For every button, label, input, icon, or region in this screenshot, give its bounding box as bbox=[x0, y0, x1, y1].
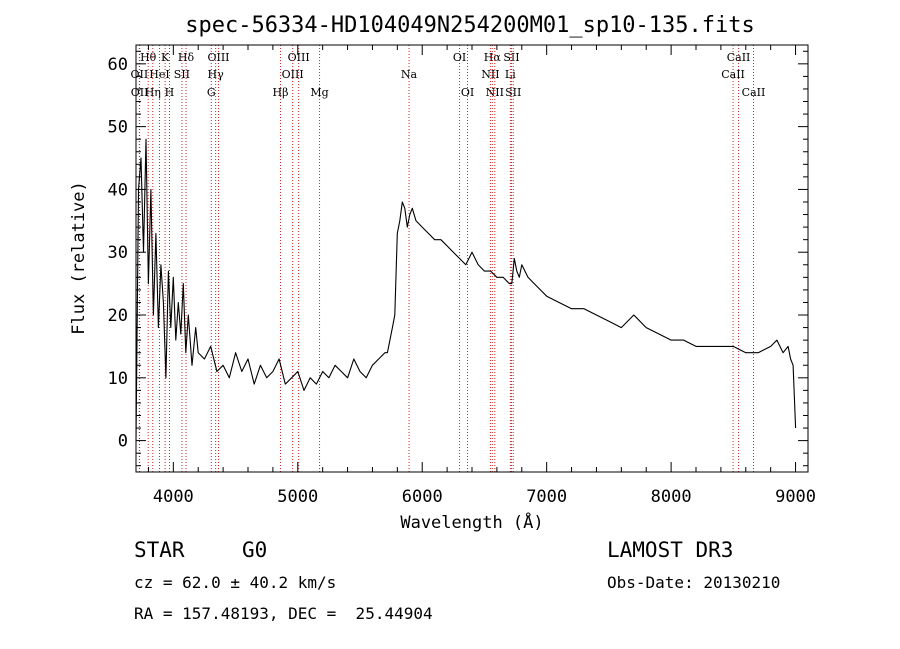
spectral-line-label: SII bbox=[503, 51, 519, 64]
spectral-line-label: OII bbox=[131, 86, 149, 99]
spectral-line-label: Na bbox=[401, 68, 418, 81]
spectral-line-label: Hθ bbox=[140, 51, 157, 64]
spectral-line-label: H bbox=[165, 86, 175, 99]
observation-date: Obs-Date: 20130210 bbox=[607, 573, 781, 592]
spectral-line-label: Hδ bbox=[178, 51, 195, 64]
y-tick-label: 60 bbox=[108, 55, 128, 75]
y-tick-label: 50 bbox=[108, 118, 128, 138]
spectrum-line-0 bbox=[135, 138, 797, 441]
spectral-line-label: G bbox=[207, 86, 216, 99]
spectral-line-label: SII bbox=[505, 86, 521, 99]
y-tick-label: 0 bbox=[118, 432, 128, 452]
spectral-line-label: OIII bbox=[207, 51, 229, 64]
spectral-line-label: OII bbox=[131, 68, 149, 81]
y-tick-label: 40 bbox=[108, 180, 128, 200]
spectral-line-label: OIII bbox=[282, 68, 304, 81]
spectral-line-label: K bbox=[161, 51, 170, 64]
y-axis-label: Flux (relative) bbox=[69, 181, 89, 335]
x-axis-label: Wavelength (Å) bbox=[400, 511, 543, 533]
spectral-line-label: SII bbox=[174, 68, 190, 81]
spectral-line-label: Hη bbox=[145, 86, 161, 99]
object-class: STAR bbox=[134, 538, 185, 562]
spectral-line-label: NII bbox=[481, 68, 499, 81]
spectral-line-label: Hα bbox=[484, 51, 502, 64]
spectral-line-label: Hγ bbox=[208, 68, 225, 81]
y-tick-label: 10 bbox=[108, 369, 128, 389]
object-subclass: G0 bbox=[242, 538, 268, 562]
spectral-line-label: CaII bbox=[721, 68, 745, 81]
x-tick-label: 8000 bbox=[651, 487, 692, 507]
spectral-line-label: CaII bbox=[727, 51, 751, 64]
x-tick-label: 6000 bbox=[402, 487, 443, 507]
x-tick-label: 4000 bbox=[153, 487, 194, 507]
x-tick-label: 7000 bbox=[526, 487, 567, 507]
spectrum-series bbox=[135, 138, 797, 441]
x-axis: 4000 5000 6000 7000 8000 9000 bbox=[147, 45, 816, 507]
x-tick-label: 9000 bbox=[775, 487, 816, 507]
spectral-line-label: CaII bbox=[742, 86, 766, 99]
plot-frame bbox=[135, 44, 809, 473]
spectral-line-label: Hβ bbox=[273, 86, 289, 99]
spectral-line-label: Li bbox=[505, 68, 516, 81]
y-tick-label: 30 bbox=[108, 243, 128, 263]
spectral-line-label: OI bbox=[453, 51, 466, 64]
redshift-cz: cz = 62.0 ± 40.2 km/s bbox=[134, 573, 337, 592]
y-tick-label: 20 bbox=[108, 306, 128, 326]
spectral-line-label: Mg bbox=[310, 86, 328, 99]
spectral-line-label: NII bbox=[486, 86, 504, 99]
y-axis: 0 10 20 30 40 50 60 bbox=[108, 50, 808, 467]
spectral-line-label: HeI bbox=[149, 68, 169, 81]
x-tick-label: 5000 bbox=[277, 487, 318, 507]
survey-name: LAMOST DR3 bbox=[607, 538, 734, 562]
spectral-line-label: OIII bbox=[288, 51, 310, 64]
spectral-line-label: OI bbox=[461, 86, 474, 99]
coordinates: RA = 157.48193, DEC = 25.44904 bbox=[134, 604, 433, 623]
chart-title: spec-56334-HD104049N254200M01_sp10-135.f… bbox=[185, 13, 755, 38]
